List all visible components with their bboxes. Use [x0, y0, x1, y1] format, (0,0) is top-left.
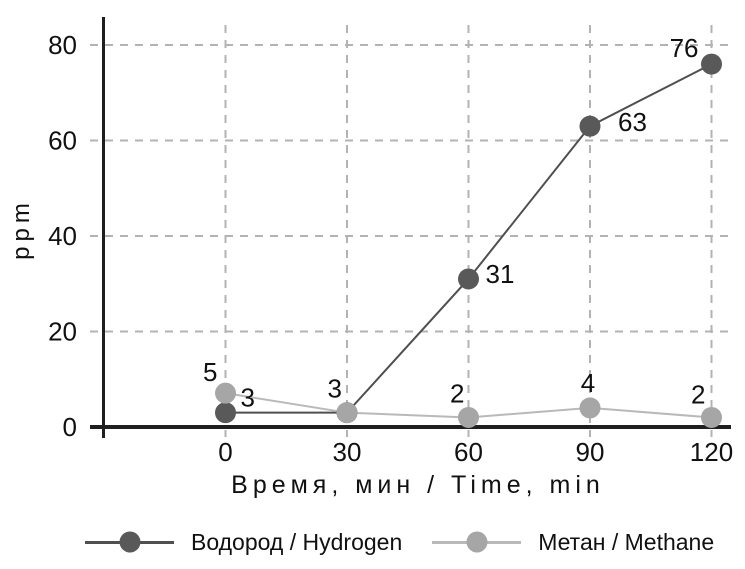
x-tick-label: 0	[218, 437, 232, 467]
data-point-label: 3	[328, 374, 342, 404]
y-axis-title: ppm	[8, 198, 35, 260]
data-point-label: 5	[203, 357, 217, 387]
data-point-label: 2	[691, 379, 705, 409]
legend-marker-hydrogen-icon	[119, 531, 140, 553]
legend-item-methane: Метан / Methane	[432, 527, 714, 557]
data-point-label: 3	[241, 383, 255, 413]
legend-label-methane: Метан / Methane	[538, 528, 715, 555]
y-tick-label: 60	[48, 126, 77, 156]
data-point-label: 4	[581, 368, 595, 398]
data-point-label: 31	[486, 259, 515, 289]
x-axis-title: Время, мин / Time, min	[231, 471, 605, 499]
x-tick-label: 90	[576, 437, 605, 467]
data-point	[215, 382, 236, 404]
data-point	[336, 402, 358, 424]
data-point	[215, 402, 236, 424]
data-point	[579, 397, 601, 419]
legend-label-hydrogen: Водород / Hydrogen	[191, 528, 403, 555]
legend-swatch-hydrogen	[85, 530, 174, 554]
data-point	[458, 406, 479, 428]
y-tick-label: 20	[48, 317, 77, 347]
y-tick-label: 0	[63, 412, 77, 442]
x-tick-label: 120	[690, 437, 733, 467]
legend-marker-methane-icon	[466, 531, 488, 553]
y-tick-label: 40	[48, 221, 77, 251]
data-point-label: 63	[618, 107, 647, 137]
x-tick-label: 60	[454, 437, 483, 467]
data-point	[701, 406, 722, 428]
data-point	[458, 268, 479, 290]
legend-item-hydrogen: Водород / Hydrogen	[85, 527, 402, 557]
x-tick-label: 30	[333, 437, 362, 467]
data-point-label: 76	[670, 33, 699, 63]
data-point	[701, 53, 722, 75]
legend: Водород / Hydrogen Метан / Methane	[85, 527, 714, 557]
data-point	[579, 115, 601, 137]
data-point-label: 2	[450, 378, 464, 408]
legend-swatch-methane	[432, 530, 522, 554]
y-tick-label: 80	[48, 30, 77, 60]
